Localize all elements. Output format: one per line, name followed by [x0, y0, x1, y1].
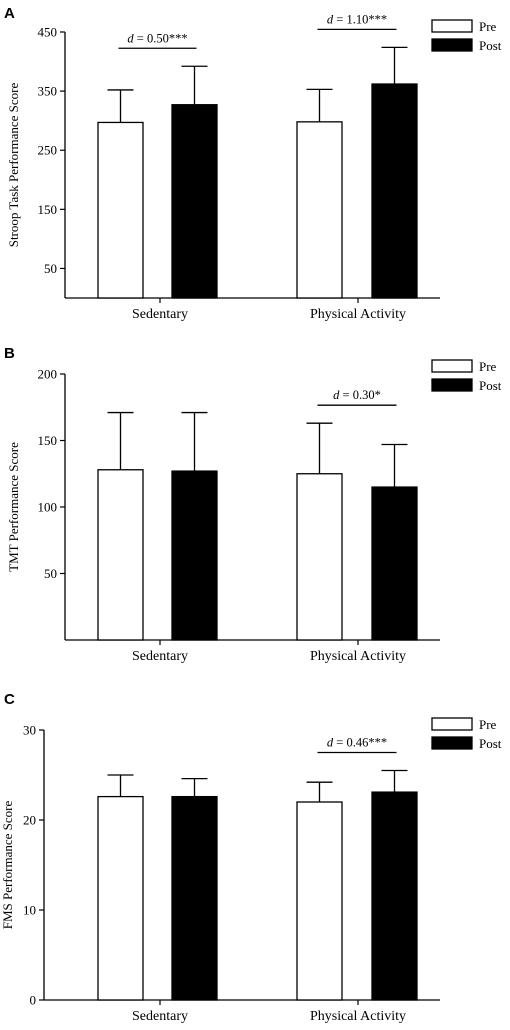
effect-size-value: = 0.46***: [333, 736, 387, 750]
effect-size-value: = 1.10***: [333, 12, 387, 26]
effect-size-symbol: d: [327, 12, 334, 26]
bar-post: [171, 470, 218, 641]
y-tick-label: 150: [38, 433, 58, 448]
y-tick-label: 100: [38, 500, 58, 515]
x-category-label: Sedentary: [132, 1009, 188, 1024]
y-tick-label: 0: [30, 993, 37, 1008]
legend-swatch-pre: [431, 717, 473, 731]
legend-label-pre: Pre: [479, 19, 497, 34]
panel-letter: C: [4, 691, 15, 708]
panel-letter: B: [4, 345, 15, 362]
bar-post: [171, 104, 218, 299]
legend-swatch-post: [431, 378, 473, 392]
y-tick-label: 50: [44, 566, 57, 581]
effect-size-symbol: d: [327, 736, 334, 750]
legend-label-pre: Pre: [479, 359, 497, 374]
y-axis-label: TMT Performance Score: [6, 442, 21, 572]
effect-size-label: d = 0.30*: [333, 388, 381, 402]
bar-pre: [97, 469, 144, 641]
panel-c: C 0 10 20 30 FMS Performance Score Sedentary Ph…: [0, 691, 502, 1024]
x-category-label: Sedentary: [132, 307, 188, 322]
panel-letter: A: [4, 5, 15, 22]
bar-pre: [296, 121, 343, 299]
bar-post: [371, 791, 418, 1001]
bar-pre: [97, 795, 144, 1001]
legend-label-post: Post: [479, 38, 502, 53]
effect-size-symbol: d: [333, 388, 340, 402]
y-tick-label: 10: [23, 903, 36, 918]
bar-pre: [296, 801, 343, 1001]
bar-post: [171, 795, 218, 1001]
legend-swatch-pre: [431, 19, 473, 33]
legend-label-post: Post: [479, 736, 502, 751]
legend-label-pre: Pre: [479, 717, 497, 732]
bar-post: [371, 83, 418, 299]
legend-swatch-post: [431, 38, 473, 52]
y-tick-label: 250: [38, 143, 58, 158]
panel-b: B 50 100 150 200 TMT Performance Score Sedenta…: [4, 345, 502, 664]
x-category-label: Physical Activity: [310, 649, 406, 664]
effect-size-value: = 0.30*: [339, 388, 380, 402]
y-tick-label: 30: [23, 723, 36, 738]
x-category-label: Physical Activity: [310, 1009, 406, 1024]
bar-post: [371, 486, 418, 641]
x-category-label: Physical Activity: [310, 307, 406, 322]
legend-swatch-post: [431, 736, 473, 750]
y-tick-label: 150: [38, 202, 58, 217]
legend-label-post: Post: [479, 378, 502, 393]
effect-size-symbol: d: [127, 31, 134, 45]
effect-size-label: d = 0.46***: [327, 736, 387, 750]
x-category-label: Sedentary: [132, 649, 188, 664]
panel-a: A 50 150 250 350 450 Stroop Task Performance S…: [4, 5, 502, 322]
y-tick-label: 20: [23, 813, 36, 828]
bar-pre: [296, 473, 343, 641]
y-tick-label: 50: [44, 261, 57, 276]
y-tick-label: 450: [38, 25, 58, 40]
effect-size-value: = 0.50***: [134, 31, 188, 45]
bar-pre: [97, 121, 144, 299]
y-axis-label: Stroop Task Performance Score: [6, 82, 21, 247]
legend-swatch-pre: [431, 359, 473, 373]
effect-size-label: d = 0.50***: [127, 31, 187, 45]
y-axis-label: FMS Performance Score: [0, 801, 15, 930]
y-tick-label: 200: [38, 367, 58, 382]
effect-size-label: d = 1.10***: [327, 12, 387, 26]
y-tick-label: 350: [38, 84, 58, 99]
